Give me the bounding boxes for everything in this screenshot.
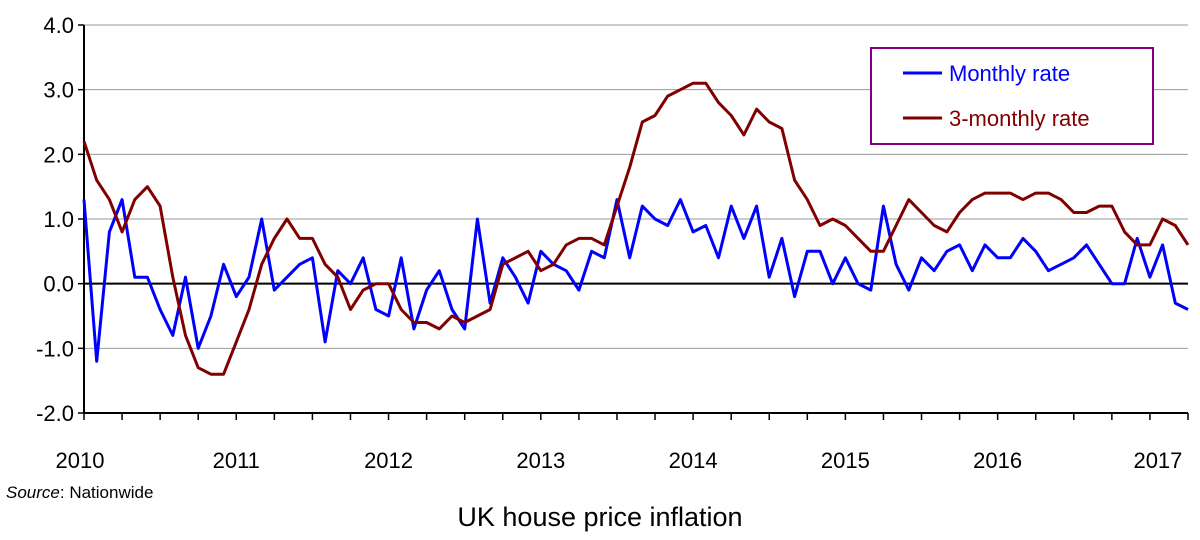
x-tick-label: 2015	[821, 448, 870, 473]
legend: Monthly rate 3-monthly rate	[870, 47, 1154, 145]
series-lines	[82, 81, 1190, 376]
x-tick-label: 2017	[1133, 448, 1182, 473]
x-axis-ticks: 2010 2011 2012 2013 2014 2015 2016 2017	[56, 413, 1189, 473]
source-note: Source: Nationwide	[6, 483, 153, 503]
y-tick-label: 4.0	[43, 13, 74, 38]
x-tick-label: 2014	[669, 448, 718, 473]
x-tick-label: 2010	[56, 448, 105, 473]
source-value: : Nationwide	[59, 483, 154, 502]
legend-label: Monthly rate	[949, 61, 1070, 86]
x-tick-label: 2011	[213, 448, 260, 473]
x-tick-label: 2012	[364, 448, 413, 473]
series-line-3-monthly-rate	[82, 81, 1190, 376]
x-tick-label: 2016	[973, 448, 1022, 473]
y-axis-ticks: 4.0 3.0 2.0 1.0 0.0 -1.0 -2.0	[36, 13, 84, 426]
y-tick-label: 2.0	[43, 142, 74, 167]
source-label: Source	[6, 483, 60, 502]
y-tick-label: -2.0	[36, 401, 74, 426]
y-tick-label: -1.0	[36, 336, 74, 361]
y-tick-label: 3.0	[43, 78, 74, 103]
x-tick-label: 2013	[516, 448, 565, 473]
series-line-monthly-rate	[82, 198, 1189, 363]
legend-box	[870, 47, 1154, 145]
chart-title: UK house price inflation	[457, 502, 743, 532]
legend-label: 3-monthly rate	[949, 106, 1090, 131]
y-tick-label: 0.0	[43, 272, 74, 297]
y-tick-label: 1.0	[43, 207, 74, 232]
